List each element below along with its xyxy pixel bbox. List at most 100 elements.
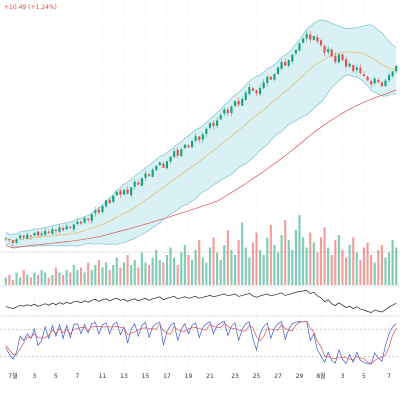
- candle-11: [44, 227, 47, 237]
- x-tick-label-2: 5: [54, 373, 58, 380]
- candle-body: [162, 163, 165, 168]
- candle-93: [337, 53, 340, 65]
- volume-bar-8: [33, 272, 36, 285]
- candle-104: [377, 78, 380, 83]
- volume-bar-9: [36, 275, 40, 285]
- volume-bar-80: [291, 250, 294, 285]
- volume-bar-25: [94, 265, 97, 285]
- volume-bar-50: [183, 245, 186, 285]
- x-tick-label-16: 5: [362, 373, 366, 380]
- x-tick-label-15: 3: [341, 373, 345, 380]
- candle-body: [97, 209, 100, 213]
- volume-bar-14: [54, 267, 58, 285]
- candle-body: [255, 90, 258, 94]
- volume-bar-74: [269, 225, 272, 285]
- candle-81: [294, 49, 297, 56]
- candle-body: [319, 40, 323, 46]
- volume-bar-96: [348, 245, 351, 285]
- candle-body: [15, 239, 18, 243]
- volume-bar-61: [223, 245, 226, 285]
- candle-body: [151, 169, 154, 177]
- candle-body: [165, 161, 169, 169]
- candle-33: [122, 188, 126, 195]
- candle-20: [76, 218, 79, 226]
- candle-88: [319, 39, 323, 47]
- candle-0: [4, 236, 7, 242]
- candle-body: [395, 65, 398, 72]
- volume-bar-77: [280, 235, 283, 285]
- volume-bar-86: [312, 242, 315, 285]
- candle-body: [294, 49, 297, 54]
- candle-53: [194, 132, 197, 143]
- candle-90: [327, 46, 330, 55]
- candle-body: [29, 235, 32, 237]
- volume-bar-12: [47, 277, 50, 285]
- candle-6: [26, 232, 29, 241]
- candle-78: [284, 58, 287, 67]
- candle-43: [158, 161, 161, 166]
- candle-body: [284, 61, 287, 66]
- volume-bar-63: [230, 250, 233, 285]
- volume-bar-59: [216, 252, 219, 285]
- volume-bar-34: [126, 255, 129, 285]
- candle-39: [144, 170, 147, 182]
- volume-bar-27: [101, 267, 104, 285]
- candle-96: [348, 61, 351, 68]
- candle-105: [380, 81, 383, 88]
- candle-64: [233, 100, 237, 108]
- legend-change-text: +10.49 (+1.24%): [4, 4, 57, 11]
- candle-51: [187, 144, 190, 148]
- volume-pane: [4, 215, 398, 285]
- volume-bar-45: [165, 255, 169, 285]
- candle-5: [22, 234, 25, 240]
- bollinger-lower-line: [5, 74, 397, 248]
- candle-65: [237, 97, 240, 108]
- candle-body: [90, 214, 93, 221]
- candle-body: [169, 156, 172, 162]
- candle-body: [4, 238, 7, 240]
- volume-bar-29: [108, 270, 111, 285]
- candle-37: [137, 179, 140, 186]
- candle-body: [241, 99, 244, 106]
- x-tick-label-3: 7: [76, 373, 80, 380]
- candle-46: [169, 156, 172, 165]
- candle-body: [44, 230, 47, 235]
- volume-bar-82: [298, 215, 301, 285]
- candle-body: [287, 60, 290, 66]
- x-tick-label-10: 23: [231, 373, 239, 380]
- candle-55: [201, 132, 204, 143]
- volume-bar-102: [370, 255, 373, 285]
- candle-body: [51, 229, 54, 234]
- candle-77: [280, 59, 283, 71]
- candle-body: [327, 48, 330, 53]
- candle-body: [334, 55, 337, 62]
- candle-body: [273, 74, 276, 80]
- candle-body: [94, 210, 97, 214]
- volume-bar-22: [83, 272, 86, 285]
- volume-bar-89: [323, 227, 326, 285]
- volume-bar-104: [377, 250, 380, 285]
- x-tick-label-8: 19: [185, 373, 193, 380]
- x-tick-label-9: 21: [206, 373, 214, 380]
- volume-bar-3: [15, 272, 18, 285]
- candle-body: [208, 123, 212, 128]
- x-tick-label-12: 27: [274, 373, 282, 380]
- volume-bar-11: [44, 272, 47, 285]
- volume-bar-75: [273, 245, 276, 285]
- candle-17: [65, 223, 68, 230]
- candle-71: [259, 84, 262, 97]
- candle-68: [248, 83, 251, 96]
- candle-body: [133, 181, 136, 187]
- candle-49: [180, 147, 183, 157]
- candle-14: [54, 229, 58, 235]
- candle-body: [344, 59, 348, 67]
- volume-bar-17: [65, 270, 68, 285]
- candle-body: [130, 187, 133, 196]
- volume-bar-38: [140, 252, 143, 285]
- candle-7: [29, 235, 32, 241]
- volume-bar-85: [309, 232, 312, 285]
- candle-body: [280, 61, 283, 69]
- volume-bar-55: [201, 257, 204, 285]
- x-tick-label-11: 25: [253, 373, 261, 380]
- candle-97: [352, 64, 355, 73]
